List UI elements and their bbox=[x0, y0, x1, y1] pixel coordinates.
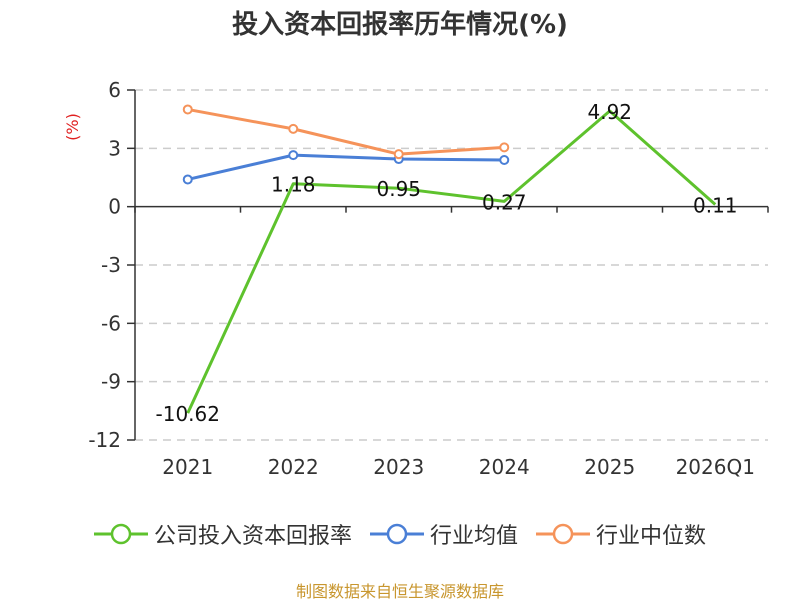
x-tick-label: 2022 bbox=[268, 455, 319, 479]
series-point-2 bbox=[499, 142, 510, 153]
legend-swatch-marker bbox=[386, 523, 408, 545]
legend-item[interactable]: 行业中位数 bbox=[536, 518, 706, 550]
legend-item[interactable]: 行业均值 bbox=[369, 518, 518, 550]
legend-item[interactable]: 公司投入资本回报率 bbox=[93, 518, 352, 550]
y-tick-label: 3 bbox=[108, 136, 121, 160]
series-point-1 bbox=[182, 174, 193, 185]
series-point-1 bbox=[499, 155, 510, 165]
data-label: 0.95 bbox=[376, 177, 421, 201]
legend-label: 公司投入资本回报率 bbox=[153, 524, 352, 549]
series-point-2 bbox=[288, 123, 299, 134]
y-tick-label: 6 bbox=[108, 78, 121, 102]
legend-swatch-marker bbox=[552, 523, 574, 545]
data-label: -10.62 bbox=[156, 402, 220, 426]
data-label: 1.18 bbox=[271, 173, 316, 197]
chart-title: 投入资本回报率历年情况(%) bbox=[232, 10, 568, 40]
series-line-2 bbox=[187, 107, 505, 156]
series-point-2 bbox=[393, 149, 404, 160]
y-tick-label: 0 bbox=[108, 195, 121, 219]
y-tick-label: -3 bbox=[101, 253, 121, 277]
y-axis-label: (%) bbox=[63, 113, 82, 141]
legend-swatch bbox=[369, 523, 424, 545]
x-tick-label: 2025 bbox=[584, 455, 635, 479]
source-note: 制图数据来自恒生聚源数据库 bbox=[295, 582, 504, 601]
legend-swatch bbox=[536, 523, 590, 545]
x-tick-label: 2021 bbox=[162, 455, 213, 479]
y-tick-label: -12 bbox=[88, 428, 121, 452]
series-point-2 bbox=[182, 104, 193, 115]
x-tick-label: 2023 bbox=[373, 455, 424, 479]
series-point-1 bbox=[288, 150, 299, 161]
series-line-1 bbox=[187, 153, 505, 181]
legend-swatch bbox=[93, 523, 148, 545]
y-tick-label: -9 bbox=[101, 370, 121, 394]
x-tick-label: 2024 bbox=[479, 455, 530, 479]
legend: 公司投入资本回报率 行业均值 行业中位数 bbox=[0, 518, 800, 550]
series-line-0 bbox=[186, 109, 717, 414]
data-label: 4.92 bbox=[587, 100, 632, 124]
data-label: 0.11 bbox=[693, 194, 738, 218]
legend-label: 行业均值 bbox=[429, 524, 518, 549]
data-label: 0.27 bbox=[482, 190, 527, 214]
y-tick-label: -6 bbox=[101, 311, 121, 335]
legend-label: 行业中位数 bbox=[596, 524, 707, 549]
legend-swatch-marker bbox=[110, 523, 132, 545]
x-tick-label: 2026Q1 bbox=[676, 455, 755, 479]
